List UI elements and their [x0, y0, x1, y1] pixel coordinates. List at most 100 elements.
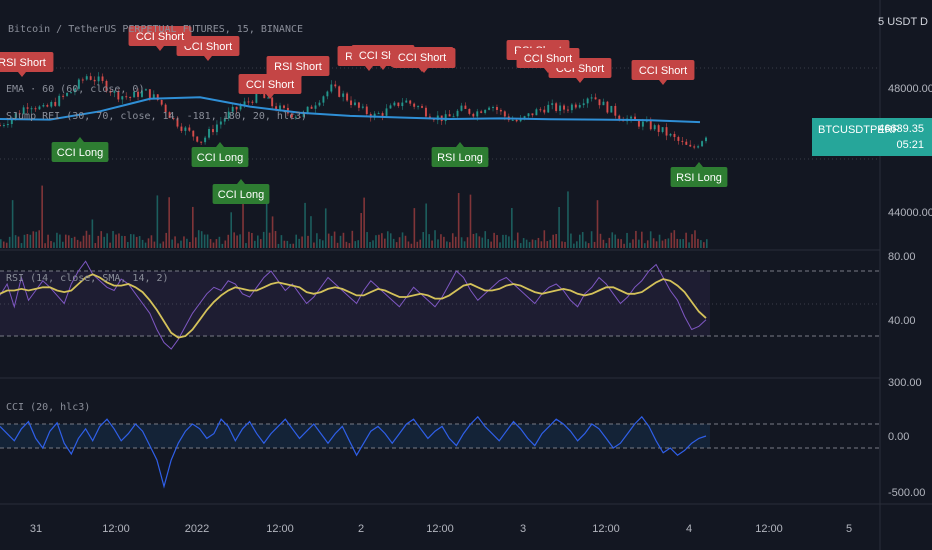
volume-bar: [327, 233, 330, 248]
volume-bar: [431, 240, 433, 248]
candle-body: [681, 140, 684, 142]
volume-bar: [147, 238, 150, 248]
candle-body: [334, 84, 337, 87]
currency-selector[interactable]: 5 USDT D: [878, 16, 928, 28]
volume-bar: [386, 231, 389, 248]
candle-body: [219, 121, 222, 125]
volume-bar: [384, 238, 386, 248]
volume-bar: [200, 231, 203, 248]
long-signal-label[interactable]: CCI Long: [191, 142, 249, 167]
volume-bar: [534, 240, 537, 248]
volume-bar: [144, 242, 147, 248]
volume-bar: [525, 239, 528, 248]
signal-pointer: [576, 78, 584, 83]
volume-bar: [410, 243, 413, 248]
volume-bar: [313, 242, 315, 248]
volume-bar: [493, 232, 495, 248]
volume-bar: [646, 240, 649, 248]
price-axis[interactable]: 48000.00 44000.00 80.00 40.00 300.00 0.00 -500…: [888, 83, 932, 499]
volume-bar: [519, 243, 522, 248]
volume-bar: [227, 234, 230, 248]
volume-bar: [661, 240, 664, 248]
volume-bar: [596, 200, 599, 248]
candle-body: [590, 97, 593, 99]
volume-bar: [457, 193, 460, 248]
long-signal-label[interactable]: CCI Long: [51, 137, 109, 162]
volume-bar: [29, 234, 32, 248]
volume-bars: [0, 185, 708, 248]
long-signal-label[interactable]: RSI Long: [670, 162, 728, 187]
short-signal-label[interactable]: CCI Short: [631, 60, 695, 85]
volume-bar: [345, 241, 348, 248]
long-signal-label[interactable]: RSI Long: [431, 142, 489, 167]
volume-bar: [67, 235, 70, 248]
long-signal-label[interactable]: CCI Long: [212, 179, 270, 204]
candle-body: [357, 102, 360, 108]
volume-bar: [443, 236, 445, 248]
volume-bar: [703, 242, 705, 248]
candle-body: [464, 105, 467, 109]
volume-bar: [369, 241, 371, 248]
candle-body: [361, 106, 364, 108]
volume-bar: [94, 243, 97, 248]
volume-bar: [513, 240, 516, 248]
x-tick-label: 12:00: [266, 523, 294, 535]
volume-bar: [79, 241, 82, 248]
signal-pointer: [156, 46, 164, 51]
candle-body: [89, 76, 92, 80]
volume-bar: [265, 190, 268, 248]
signal-label-box: [128, 26, 192, 46]
candle-body: [657, 125, 660, 132]
volume-bar: [620, 239, 622, 248]
volume-bar: [463, 241, 466, 248]
volume-bar: [670, 232, 673, 248]
candle-body: [685, 141, 688, 145]
volume-bar: [262, 231, 265, 248]
candle-body: [618, 115, 621, 120]
volume-bar: [127, 242, 129, 248]
time-axis[interactable]: 31 12:00 2022 12:00 2 12:00 3 12:00 4 12:00 5: [30, 523, 852, 535]
volume-bar: [106, 233, 108, 248]
y-tick-label: 0.00: [888, 431, 909, 443]
signal-pointer: [379, 65, 387, 70]
short-signal-label[interactable]: CCI Short: [390, 47, 454, 72]
volume-bar: [664, 239, 667, 248]
candle-body: [66, 92, 69, 96]
signal-label-box: [51, 142, 109, 162]
candle-body: [318, 102, 321, 106]
signal-label-text: RSI Long: [437, 152, 483, 164]
rei-legend[interactable]: SJump REI (30, 70, close, 14, -181, 180,…: [6, 111, 308, 122]
rsi-legend[interactable]: RSI (14, close, SMA, 14, 2): [6, 273, 169, 284]
volume-bar: [32, 231, 35, 248]
volume-bar: [697, 238, 699, 248]
signal-label-text: CCI Short: [524, 53, 572, 65]
candle-body: [208, 129, 211, 138]
volume-bar: [593, 241, 596, 248]
volume-bar: [658, 234, 661, 248]
candle-body: [641, 121, 644, 127]
signal-label-text: CCI Long: [57, 147, 103, 159]
volume-bar: [649, 231, 652, 248]
candle-body: [140, 90, 143, 97]
volume-bar: [183, 236, 185, 248]
volume-bar: [466, 237, 469, 248]
volume-bar: [242, 190, 244, 248]
short-signal-label[interactable]: CCI Short: [128, 26, 192, 51]
candle-body: [413, 103, 416, 107]
short-signal-label[interactable]: CCI Short: [516, 48, 580, 73]
candle-body: [535, 109, 538, 116]
short-signal-label[interactable]: CCI Short: [238, 74, 302, 99]
volume-bar: [688, 242, 690, 248]
candle-body: [176, 118, 179, 127]
short-signal-label[interactable]: RSI Short: [0, 52, 54, 77]
cci-legend[interactable]: CCI (20, hlc3): [6, 402, 91, 413]
candle-body: [393, 102, 396, 106]
short-signal-label[interactable]: CCI Short: [176, 36, 240, 61]
candle-body: [511, 119, 514, 121]
candle-body: [365, 106, 368, 115]
ema-legend[interactable]: EMA · 60 (60, close, 0): [6, 84, 145, 95]
candle-body: [448, 114, 451, 117]
y-tick-label: 48000.00: [888, 83, 932, 95]
signal-pointer: [204, 56, 212, 61]
